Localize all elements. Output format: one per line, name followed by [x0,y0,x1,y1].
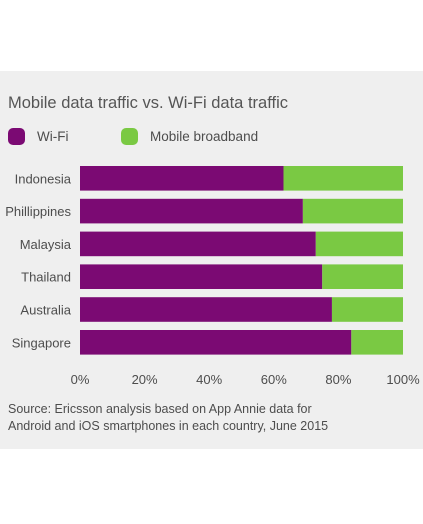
bar-mobile-broadband-singapore [351,330,403,355]
x-tick-label-0: 0% [71,372,90,387]
category-label-thailand: Thailand [21,270,71,285]
bar-wi-fi-thailand [80,264,323,289]
category-label-indonesia: Indonesia [15,171,72,186]
x-tick-label-4: 80% [325,372,351,387]
bar-wi-fi-indonesia [80,166,284,191]
source-line-1: Source: Ericsson analysis based on App A… [8,402,312,416]
legend-label-mobile-broadband: Mobile broadband [150,129,259,144]
bar-wi-fi-singapore [80,330,352,355]
bar-mobile-broadband-australia [331,297,403,322]
bar-wi-fi-malaysia [80,231,316,257]
legend-item-wifi: Wi-Fi [8,128,68,145]
chart-panel: Mobile data traffic vs. Wi-Fi data traff… [0,71,423,449]
chart-title: Mobile data traffic vs. Wi-Fi data traff… [8,94,288,112]
bar-wi-fi-phillippines [80,198,303,224]
bar-mobile-broadband-phillippines [302,198,403,224]
category-label-singapore: Singapore [12,335,71,350]
bar-mobile-broadband-malaysia [315,231,403,257]
x-tick-label-5: 100% [386,372,420,387]
bar-wi-fi-australia [80,297,332,322]
x-tick-label-1: 20% [132,372,158,387]
bar-mobile-broadband-thailand [322,264,403,289]
category-label-phillippines: Phillippines [5,204,71,219]
bar-chart: Indonesia Phillippines Malaysia Thailand Aus… [5,166,420,387]
legend-swatch-wifi [8,128,25,145]
category-label-australia: Australia [20,303,71,318]
bar-mobile-broadband-indonesia [283,166,403,191]
source-line-2: Android and iOS smartphones in each coun… [8,419,329,433]
x-tick-label-3: 60% [261,372,287,387]
legend-label-wifi: Wi-Fi [37,129,69,144]
x-tick-label-2: 40% [196,372,222,387]
legend-swatch-mobile-broadband [121,128,138,145]
source-note: Source: Ericsson analysis based on App A… [8,401,418,435]
category-label-malaysia: Malaysia [20,237,72,252]
legend-item-mobile-broadband: Mobile broadband [121,128,258,145]
